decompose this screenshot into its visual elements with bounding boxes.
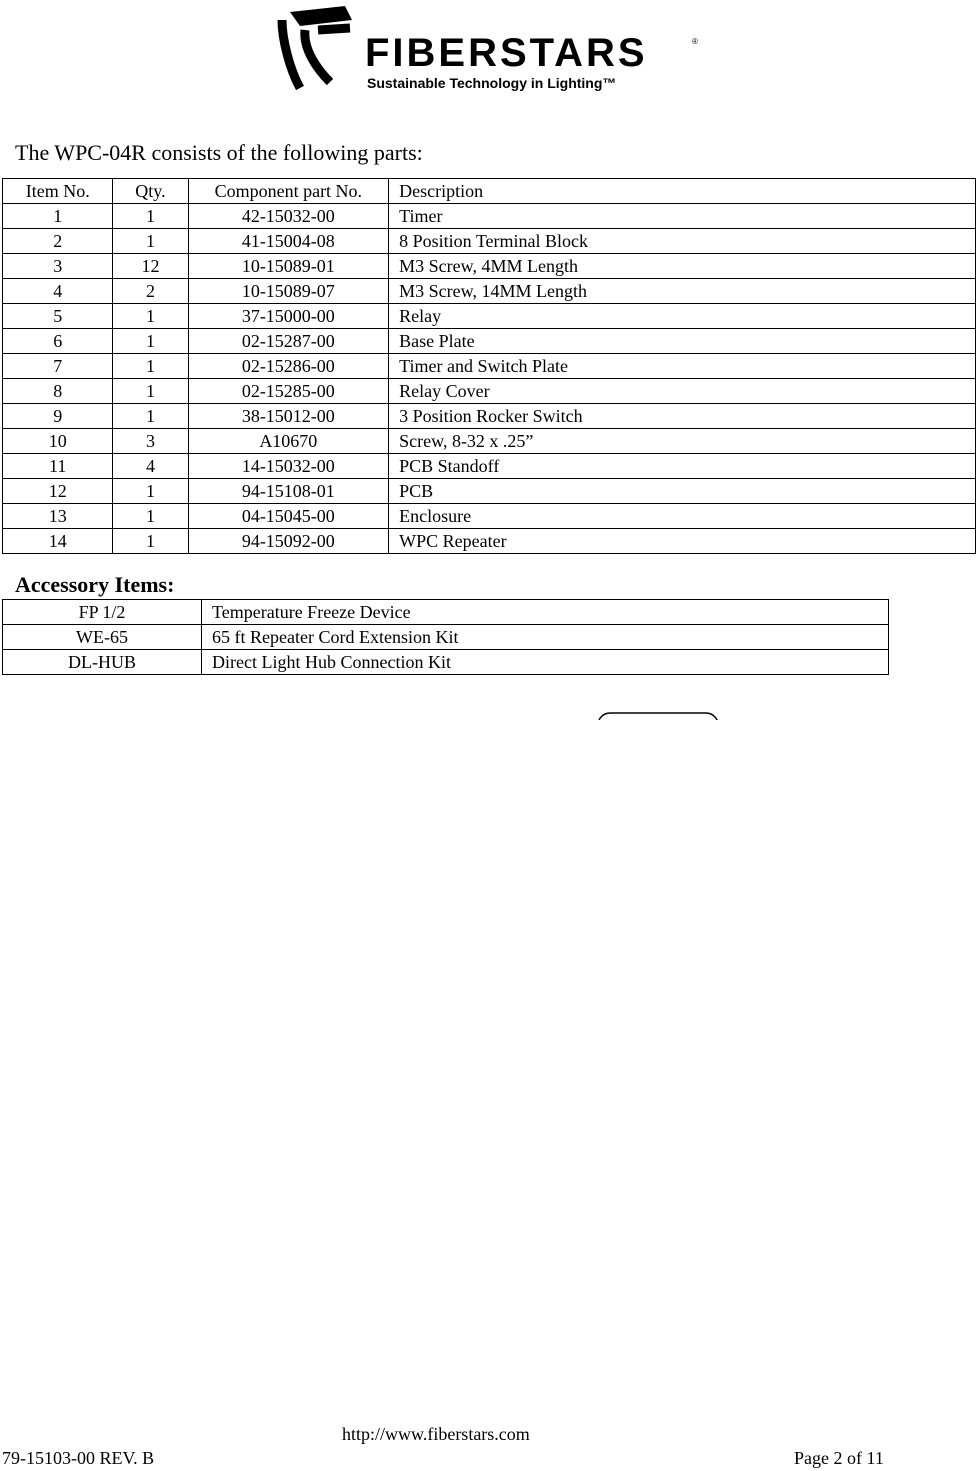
table-cell: WPC Repeater: [388, 528, 976, 554]
table-row: 3 12 10-15089-01 M3 Screw, 4MM Length: [1, 253, 976, 279]
table-cell: Screw, 8-32 x .25”: [388, 428, 976, 454]
table-cell: 2: [1, 228, 114, 254]
table-row: FP 1/2 Temperature Freeze Device: [2, 599, 889, 625]
table-cell: 12: [1, 478, 114, 504]
table-cell: Relay: [388, 303, 976, 329]
table-cell: A10670: [187, 428, 390, 454]
table-cell: 38-15012-00: [187, 403, 390, 429]
table-cell: 1: [112, 203, 189, 229]
table-cell: 12: [112, 253, 189, 279]
table-row: 12 1 94-15108-01 PCB: [1, 478, 976, 504]
table-cell: Relay Cover: [388, 378, 976, 404]
table-cell: 04-15045-00: [187, 503, 390, 529]
table-row: 10 3 A10670 Screw, 8-32 x .25”: [1, 428, 976, 454]
table-cell: Component part No.: [187, 178, 390, 204]
table-cell: DL-HUB: [2, 649, 202, 675]
table-cell: 4: [112, 453, 189, 479]
table-cell: 94-15092-00: [187, 528, 390, 554]
table-cell: 1: [112, 528, 189, 554]
logo-mark: ®: [692, 37, 698, 46]
table-cell: 14: [1, 528, 114, 554]
table-cell: M3 Screw, 14MM Length: [388, 278, 976, 304]
table-cell: 3: [1, 253, 114, 279]
table-cell: 10: [1, 428, 114, 454]
table-cell: 1: [112, 328, 189, 354]
table-cell: 37-15000-00: [187, 303, 390, 329]
table-row: 2 1 41-15004-08 8 Position Terminal Block: [1, 228, 976, 254]
table-cell: 3: [112, 428, 189, 454]
table-cell: 5: [1, 303, 114, 329]
table-cell: Qty.: [112, 178, 189, 204]
intro: The WPC-04R consists of the following pa…: [15, 140, 423, 165]
table-row: DL-HUB Direct Light Hub Connection Kit: [2, 649, 889, 675]
table-row: Item No. Qty. Component part No. Descriptio…: [1, 178, 976, 204]
table-cell: 6: [1, 328, 114, 354]
table-cell: 13: [1, 503, 114, 529]
table-cell: M3 Screw, 4MM Length: [388, 253, 976, 279]
table-cell: 1: [112, 378, 189, 404]
table-row: 4 2 10-15089-07 M3 Screw, 14MM Length: [1, 278, 976, 304]
table-cell: 11: [1, 453, 114, 479]
footer-page: Page 2 of 11: [794, 1448, 884, 1468]
table-row: 9 1 38-15012-00 3 Position Rocker Switch: [1, 403, 976, 429]
table-cell: 10-15089-01: [187, 253, 390, 279]
table-cell: 7: [1, 353, 114, 379]
logo-tagline: Sustainable Technology in Lighting™: [367, 75, 616, 91]
table-row: WE-65 65 ft Repeater Cord Extension Kit: [2, 624, 889, 650]
footer-url: http://www.fiberstars.com: [342, 1424, 530, 1444]
table-cell: Description: [388, 178, 976, 204]
table-cell: 1: [112, 228, 189, 254]
table-cell: 1: [112, 353, 189, 379]
parts-table: Item No. Qty. Component part No. Descriptio…: [1, 178, 976, 554]
table-cell: 94-15108-01: [187, 478, 390, 504]
table-cell: 8: [1, 378, 114, 404]
table-row: 14 1 94-15092-00 WPC Repeater: [1, 528, 976, 554]
footer-doc: 79-15103-00 REV. B: [2, 1448, 155, 1468]
logo-name: FIBERSTARS: [365, 31, 648, 75]
accessory-title: Accessory Items:: [15, 572, 175, 597]
table-cell: PCB: [388, 478, 976, 504]
logo: FIBERSTARS ® Sustainable Technology in L…: [277, 6, 698, 91]
table-cell: 1: [1, 203, 114, 229]
accessory-table: FP 1/2 Temperature Freeze Device WE-65 65 f…: [2, 599, 889, 675]
table-cell: Direct Light Hub Connection Kit: [201, 649, 889, 675]
table-cell: 14-15032-00: [187, 453, 390, 479]
table-row: 13 1 04-15045-00 Enclosure: [1, 503, 976, 529]
table-cell: FP 1/2: [2, 599, 202, 625]
table-cell: 8 Position Terminal Block: [388, 228, 976, 254]
table-cell: Timer: [388, 203, 976, 229]
table-cell: 3 Position Rocker Switch: [388, 403, 976, 429]
table-row: 5 1 37-15000-00 Relay: [1, 303, 976, 329]
table-cell: 02-15287-00: [187, 328, 390, 354]
table-row: 11 4 14-15032-00 PCB Standoff: [1, 453, 976, 479]
table-cell: 1: [112, 478, 189, 504]
table-cell: Temperature Freeze Device: [201, 599, 889, 625]
table-cell: 1: [112, 303, 189, 329]
exploded-diagram: 136111231731014353423893: [598, 712, 718, 720]
